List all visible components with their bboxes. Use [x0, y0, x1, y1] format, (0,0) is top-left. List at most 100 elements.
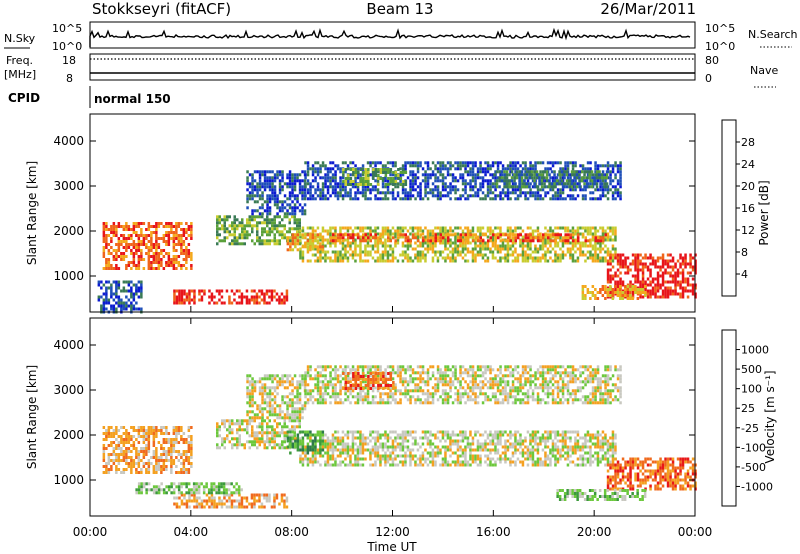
power-cell	[545, 173, 549, 177]
power-cell	[298, 188, 302, 192]
power-cell	[611, 164, 615, 168]
power-cell	[429, 241, 432, 245]
power-cell	[537, 236, 540, 240]
power-cell	[573, 173, 576, 177]
power-cell	[349, 180, 353, 183]
power-cell	[321, 197, 325, 201]
power-cell	[486, 235, 490, 239]
power-cell	[491, 244, 495, 248]
power-cell	[291, 206, 294, 210]
power-cell	[357, 236, 360, 240]
power-cell	[584, 194, 587, 198]
power-cell	[506, 256, 510, 260]
power-cell	[461, 250, 465, 254]
power-cell	[266, 200, 269, 204]
power-cell	[518, 173, 521, 177]
velocity-cell	[246, 431, 249, 435]
velocity-cell	[147, 488, 151, 492]
power-cell	[464, 259, 467, 263]
power-cell	[621, 283, 625, 287]
power-cell	[265, 301, 269, 305]
power-cell	[559, 176, 562, 180]
power-cell	[491, 238, 495, 242]
power-cell	[324, 244, 327, 248]
power-cell	[562, 236, 565, 240]
power-cell	[583, 173, 586, 177]
power-cell	[281, 200, 284, 204]
power-cell	[471, 185, 475, 189]
power-cell	[619, 179, 622, 183]
power-cell	[427, 239, 430, 243]
power-cell	[531, 167, 535, 171]
power-cell	[669, 271, 672, 275]
power-cell	[167, 234, 171, 237]
power-cell	[351, 256, 355, 260]
power-cell	[319, 164, 322, 168]
power-cell	[278, 182, 282, 186]
power-cell	[291, 200, 294, 204]
power-cell	[260, 292, 264, 296]
power-cell	[499, 173, 502, 177]
power-cell	[501, 238, 505, 242]
power-cell	[599, 236, 602, 240]
power-cell	[157, 255, 161, 258]
power-cell	[351, 173, 355, 177]
power-cell	[170, 225, 173, 228]
power-cell	[255, 301, 259, 305]
power-cell	[581, 188, 585, 192]
power-cell	[319, 245, 322, 249]
power-cell	[591, 232, 595, 236]
power-cell	[414, 179, 417, 183]
power-cell	[567, 239, 570, 243]
power-cell	[605, 185, 609, 189]
power-cell	[426, 235, 430, 239]
power-cell	[514, 247, 517, 251]
power-cell	[669, 274, 672, 278]
velocity-cell	[283, 431, 286, 435]
power-cell	[276, 212, 279, 216]
power-cell	[481, 182, 485, 186]
power-cell	[376, 250, 380, 254]
power-cell	[571, 229, 575, 233]
power-cell	[589, 229, 592, 233]
power-cell	[595, 182, 599, 186]
power-cell	[180, 240, 183, 243]
power-cell	[681, 256, 685, 260]
power-cell	[298, 191, 302, 195]
power-cell	[246, 224, 249, 228]
power-cell	[569, 173, 572, 177]
velocity-cell	[120, 435, 123, 438]
velocity-cell	[180, 453, 183, 456]
power-cell	[384, 253, 387, 257]
power-cell	[115, 228, 118, 231]
velocity-cell	[258, 422, 261, 426]
power-cell	[616, 164, 620, 168]
power-cell	[624, 256, 627, 260]
velocity-cell	[190, 499, 194, 503]
power-cell	[278, 200, 282, 204]
power-cell	[559, 167, 562, 171]
power-cell	[145, 252, 148, 255]
power-cell	[544, 191, 547, 195]
power-cell	[409, 194, 412, 198]
power-cell	[616, 283, 620, 287]
power-cell	[529, 188, 532, 192]
power-cell	[251, 230, 254, 234]
power-cell	[283, 215, 286, 219]
power-cell	[579, 164, 582, 168]
power-cell	[127, 264, 131, 267]
velocity-cell	[216, 425, 219, 429]
power-cell	[602, 236, 605, 240]
power-cell	[694, 286, 697, 290]
power-cell	[261, 185, 264, 189]
power-cell	[142, 222, 146, 225]
power-cell	[501, 197, 505, 201]
power-cell	[394, 256, 397, 260]
velocity-cell	[132, 426, 136, 429]
power-cell	[334, 256, 337, 260]
power-cell	[542, 233, 545, 237]
power-cell	[464, 161, 467, 165]
power-cell	[511, 259, 515, 263]
power-cell	[248, 298, 251, 302]
power-cell	[120, 289, 123, 293]
